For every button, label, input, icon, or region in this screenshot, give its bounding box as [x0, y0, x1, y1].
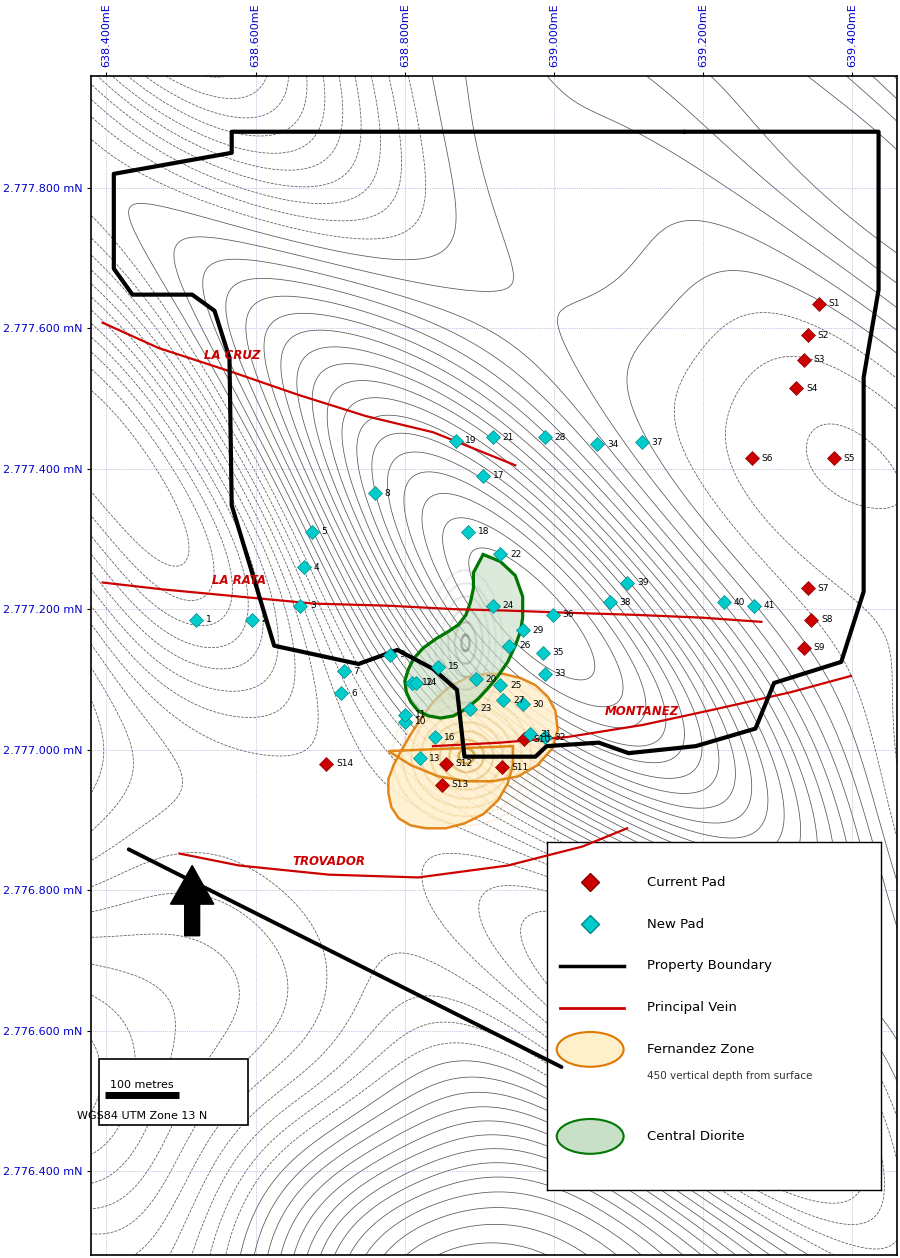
Text: 41: 41: [764, 601, 775, 610]
Text: S7: S7: [817, 584, 829, 593]
Text: 26: 26: [519, 642, 530, 650]
Text: 34: 34: [607, 440, 618, 449]
Text: 27: 27: [513, 696, 525, 704]
Text: 33: 33: [554, 669, 566, 678]
Text: 28: 28: [554, 433, 566, 442]
Text: LA CRUZ: LA CRUZ: [203, 350, 260, 362]
Text: 39: 39: [637, 577, 648, 587]
FancyArrow shape: [170, 866, 214, 936]
Text: 38: 38: [620, 598, 631, 606]
Text: 13: 13: [429, 754, 441, 762]
Text: 24: 24: [502, 601, 514, 610]
Text: S12: S12: [455, 759, 472, 769]
Text: 21: 21: [502, 433, 514, 442]
Text: 25: 25: [510, 681, 521, 689]
Text: WGS84 UTM Zone 13 N: WGS84 UTM Zone 13 N: [77, 1111, 207, 1121]
Text: 36: 36: [562, 610, 573, 619]
FancyBboxPatch shape: [99, 1059, 248, 1126]
Text: S5: S5: [843, 454, 855, 463]
Text: S8: S8: [821, 615, 833, 624]
Text: S9: S9: [814, 643, 825, 653]
Polygon shape: [405, 555, 523, 718]
Text: 11: 11: [415, 710, 426, 720]
Text: S11: S11: [511, 762, 528, 771]
Text: 12: 12: [422, 678, 433, 687]
Text: 9: 9: [400, 650, 405, 659]
Text: S14: S14: [337, 759, 354, 769]
Text: 37: 37: [652, 438, 663, 447]
Text: LA RATA: LA RATA: [212, 574, 266, 587]
Text: 19: 19: [465, 437, 477, 445]
Text: 14: 14: [426, 678, 437, 687]
Text: N: N: [183, 941, 202, 965]
Text: 31: 31: [540, 730, 552, 738]
Text: 32: 32: [554, 732, 566, 741]
Text: S3: S3: [814, 356, 825, 365]
Text: 29: 29: [533, 625, 544, 635]
Text: S10: S10: [534, 735, 551, 743]
Text: S1: S1: [829, 299, 840, 308]
Text: 22: 22: [510, 550, 521, 559]
Text: 1: 1: [205, 615, 212, 624]
Text: 5: 5: [321, 527, 327, 536]
Text: S4: S4: [806, 384, 817, 392]
Text: 16: 16: [445, 732, 455, 741]
Text: 15: 15: [448, 662, 460, 672]
Text: 20: 20: [485, 676, 497, 684]
Text: 2: 2: [262, 615, 267, 624]
Text: 3: 3: [310, 601, 316, 610]
Text: 40: 40: [734, 598, 745, 606]
Text: 18: 18: [478, 527, 490, 536]
Text: MONTANEZ: MONTANEZ: [605, 706, 680, 718]
Text: 23: 23: [481, 704, 491, 713]
Text: 30: 30: [533, 699, 544, 708]
Text: S13: S13: [452, 780, 469, 789]
Text: 100 metres: 100 metres: [111, 1079, 174, 1089]
Text: 6: 6: [351, 689, 356, 698]
Text: 35: 35: [553, 648, 564, 657]
Polygon shape: [389, 674, 558, 828]
Text: 7: 7: [354, 667, 359, 676]
Text: TROVADOR: TROVADOR: [292, 854, 365, 868]
Text: 17: 17: [493, 472, 504, 481]
Text: 8: 8: [384, 489, 391, 498]
Text: 4: 4: [314, 562, 319, 571]
Text: S6: S6: [761, 454, 773, 463]
Text: S2: S2: [817, 331, 829, 340]
Text: 10: 10: [415, 717, 426, 726]
